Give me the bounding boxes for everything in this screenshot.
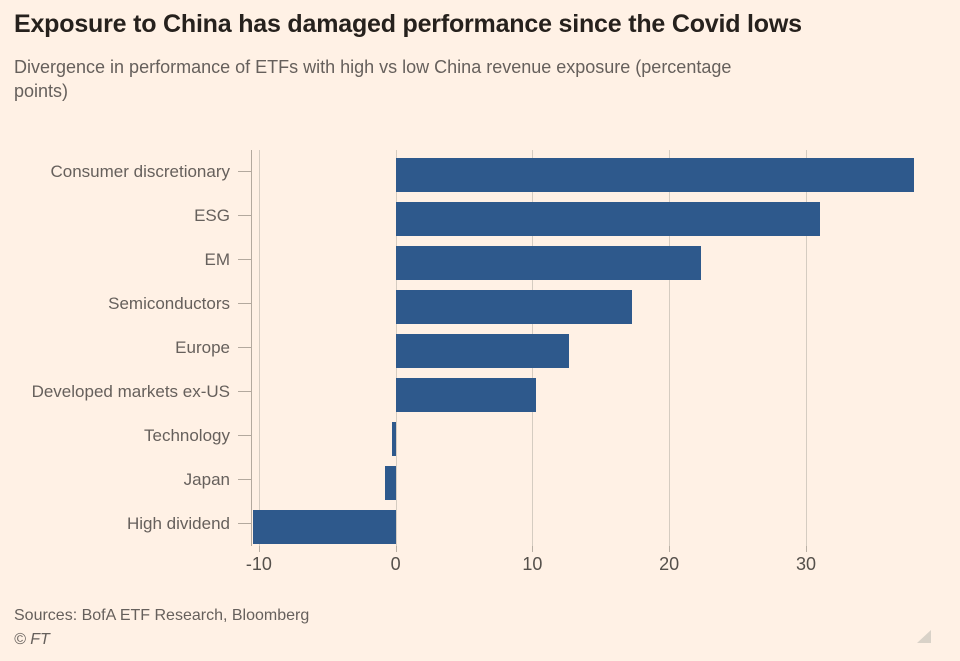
- bar-developed-markets-ex-us: [395, 378, 537, 412]
- x-tick-label-10: 10: [522, 554, 543, 574]
- x-tick-label--10: -10: [245, 554, 272, 574]
- gridline-x-30: [805, 150, 807, 546]
- bar-japan: [384, 466, 396, 500]
- category-label: Japan: [183, 470, 230, 489]
- category-label: Semiconductors: [108, 294, 230, 313]
- category-label: Technology: [143, 426, 230, 445]
- chart-subtitle-line1: Divergence in performance of ETFs with h…: [14, 57, 732, 77]
- category-tick: [238, 259, 251, 260]
- category-tick: [238, 303, 251, 304]
- x-tick-label-0: 0: [390, 554, 401, 574]
- category-label: EM: [204, 250, 231, 269]
- x-tick-label-30: 30: [795, 554, 816, 574]
- plot-area: -10 0 10 20 30: [246, 150, 940, 574]
- chart-title: Exposure to China has damaged performanc…: [14, 10, 802, 38]
- gridline-x--10: [258, 150, 260, 546]
- category-tick: [238, 523, 251, 524]
- x-axis-tick-30: [805, 546, 807, 552]
- chart-area: Consumer discretionary ESG EM Semiconductor…: [0, 150, 960, 574]
- x-axis-tick--10: [258, 546, 260, 552]
- chart-subtitle-line2: points): [14, 81, 69, 101]
- category-label: Europe: [175, 338, 230, 357]
- category-label: ESG: [194, 206, 230, 225]
- bar-consumer-discretionary: [395, 158, 914, 192]
- category-label: High dividend: [126, 514, 230, 533]
- x-tick-label-20: 20: [659, 554, 680, 574]
- chart-subtitle: Divergence in performance of ETFs with h…: [14, 55, 731, 103]
- gridline-x-20: [669, 150, 671, 546]
- bar-europe: [395, 334, 570, 368]
- category-tick: [238, 215, 251, 216]
- bar-esg: [395, 202, 820, 236]
- category-tick: [238, 391, 251, 392]
- x-axis-tick-0: [395, 546, 397, 552]
- bar-em: [395, 246, 701, 280]
- category-tick: [238, 347, 251, 348]
- category-label: Consumer discretionary: [50, 162, 230, 181]
- x-axis-tick-10: [532, 546, 534, 552]
- category-tick: [238, 171, 251, 172]
- resize-handle-icon[interactable]: [917, 630, 931, 643]
- bar-semiconductors: [395, 290, 633, 324]
- bar-technology: [391, 422, 396, 456]
- category-tick: [238, 435, 251, 436]
- bar-high-dividend: [253, 510, 396, 544]
- x-axis-tick-20: [669, 546, 671, 552]
- ft-credit: © FT: [14, 631, 50, 648]
- category-label: Developed markets ex-US: [31, 382, 230, 401]
- source-note: Sources: BofA ETF Research, Bloomberg: [14, 607, 310, 624]
- category-tick: [238, 479, 251, 480]
